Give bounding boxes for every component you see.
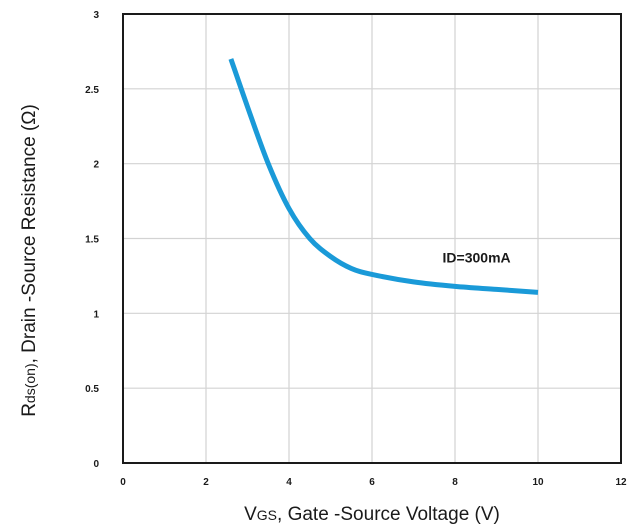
y-axis-title-prefix: R	[19, 403, 40, 417]
y-axis-title-subscript: ds(on)	[22, 363, 38, 403]
y-tick-label: 3	[93, 10, 99, 21]
series-annotation-label: ID=300mA	[443, 249, 511, 265]
y-tick-label: 1	[93, 309, 99, 320]
x-tick-label: 2	[203, 477, 209, 488]
y-tick-label: 0	[93, 459, 99, 470]
plot-frame	[122, 13, 622, 464]
y-tick-label: 1.5	[85, 235, 99, 246]
x-tick-label: 12	[615, 477, 627, 488]
x-axis-title: VGS, Gate -Source Voltage (V)	[244, 504, 500, 525]
x-tick-label: 4	[286, 477, 292, 488]
x-tick-label: 10	[532, 477, 544, 488]
annotation-layer: ID=300mA	[443, 249, 511, 265]
y-tick-labels: 0 0.5 1 1.5 2 2.5 3	[85, 10, 99, 470]
series-layer	[228, 58, 539, 295]
x-axis-title-suffix: , Gate -Source Voltage (V)	[277, 504, 500, 525]
x-tick-labels: 0 2 4 6 8 10 12	[120, 477, 627, 488]
x-tick-label: 6	[369, 477, 375, 488]
y-axis-title-suffix: , Drain -Source Resistance (Ω)	[19, 104, 40, 363]
y-tick-label: 2	[93, 160, 99, 171]
x-tick-label: 8	[452, 477, 458, 488]
series-line	[228, 58, 539, 295]
x-axis-title-subscript: GS	[257, 507, 277, 523]
x-tick-label: 0	[120, 477, 126, 488]
y-axis-title: Rds(on), Drain -Source Resistance (Ω)	[19, 104, 40, 417]
x-axis-title-prefix: V	[244, 504, 257, 525]
y-tick-label: 0.5	[85, 384, 99, 395]
y-tick-label: 2.5	[85, 85, 99, 96]
